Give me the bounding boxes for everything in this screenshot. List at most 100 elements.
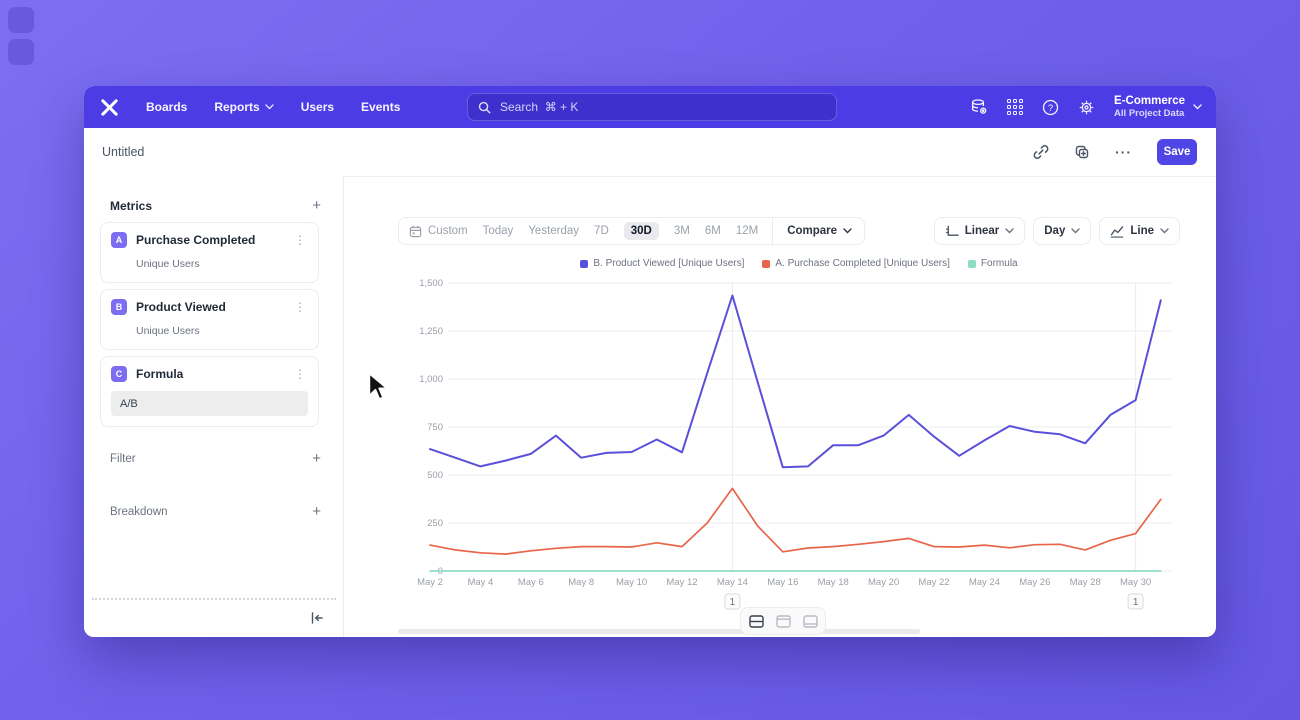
metric-card-header: C Formula ⋮ (111, 366, 308, 382)
project-name: E-Commerce (1114, 95, 1185, 107)
sidebar-section-breakdown: Breakdown + (110, 503, 321, 520)
x-tick-label: May 30 (1120, 577, 1151, 588)
svg-text:1: 1 (1133, 597, 1139, 608)
nav-tab-label: Users (300, 100, 335, 114)
linear-dropdown[interactable]: Linear (933, 217, 1026, 245)
metric-name: Formula (136, 367, 184, 381)
save-button[interactable]: Save (1157, 139, 1197, 165)
background-tile (8, 7, 34, 33)
add-breakdown-button[interactable]: + (312, 503, 321, 520)
settings-gear-icon[interactable] (1078, 99, 1095, 116)
date-range-today[interactable]: Today (483, 225, 514, 237)
date-range-label: 7D (594, 225, 609, 237)
legend-item[interactable]: Formula (967, 258, 1018, 269)
x-tick-label: May 4 (467, 577, 493, 588)
project-subtitle: All Project Data (1114, 108, 1185, 119)
horizontal-scrollbar[interactable] (398, 629, 920, 634)
split-view-button[interactable] (744, 611, 768, 631)
date-range-bar: Custom Today Yesterday 7D 30D 3M 6M 12M Compare (398, 217, 866, 245)
chart-area: 0 250 500 750 1,000 1,250 1,500 May 2 May 4 May 6… (404, 276, 1194, 615)
data-management-icon[interactable] (970, 98, 988, 116)
kebab-menu-icon[interactable]: ⋮ (294, 300, 306, 314)
date-range-30d[interactable]: 30D (623, 222, 659, 240)
metric-subtitle: Unique Users (136, 258, 200, 270)
metric-list: A Purchase Completed ⋮ Unique Users B Product… (100, 222, 319, 427)
apps-grid-icon[interactable] (1007, 99, 1024, 115)
more-icon[interactable]: ··· (1115, 144, 1132, 160)
collapse-sidebar-icon[interactable] (309, 610, 325, 626)
axis-scale-icon (945, 225, 959, 236)
app-window: Boards Reports Users Events ? (84, 86, 1216, 637)
metric-card-product-viewed[interactable]: B Product Viewed ⋮ Unique Users (100, 289, 319, 350)
dropdown-label: Day (1044, 225, 1066, 237)
kebab-menu-icon[interactable]: ⋮ (294, 233, 306, 247)
x-tick-label: May 16 (767, 577, 798, 588)
date-range-3m[interactable]: 3M (674, 225, 690, 237)
x-tick-label: May 28 (1070, 577, 1101, 588)
add-filter-button[interactable]: + (312, 450, 321, 467)
plain-view-icon (802, 614, 818, 628)
metric-name: Product Viewed (136, 300, 226, 314)
legend-label: Formula (980, 258, 1018, 269)
date-range-yesterday[interactable]: Yesterday (528, 225, 579, 237)
help-icon[interactable]: ? (1042, 99, 1059, 116)
date-range-group: Custom Today Yesterday 7D 30D 3M 6M 12M (409, 222, 758, 240)
search-bar[interactable] (467, 93, 837, 121)
background-tile (8, 39, 34, 65)
line-dropdown[interactable]: Line (1099, 217, 1180, 245)
link-icon[interactable] (1033, 144, 1049, 160)
svg-text:?: ? (1048, 103, 1053, 114)
chart-legend: B. Product Viewed [Unique Users] A. Purch… (404, 258, 1194, 269)
nav-tab-label: Events (361, 100, 401, 114)
chevron-down-icon (1160, 228, 1169, 234)
formula-input[interactable]: A/B (111, 391, 308, 416)
metric-badge: A (111, 232, 127, 248)
report-title-bar: Untitled ··· Save (84, 128, 1216, 177)
nav-tab-users[interactable]: Users (301, 100, 334, 114)
kebab-menu-icon[interactable]: ⋮ (294, 367, 306, 381)
x-tick-label: May 26 (1019, 577, 1050, 588)
project-selector[interactable]: E-Commerce All Project Data (1114, 95, 1202, 119)
date-range-custom[interactable]: Custom (409, 225, 468, 238)
metric-name: Purchase Completed (136, 233, 256, 247)
date-range-label: Yesterday (528, 225, 580, 237)
legend-label: A. Purchase Completed [Unique Users] (775, 258, 950, 269)
legend-item[interactable]: B. Product Viewed [Unique Users] (580, 258, 744, 269)
nav-tabs: Boards Reports Users Events (146, 100, 400, 114)
section-label: Filter (110, 453, 136, 465)
annotation-badge[interactable]: 1 (724, 593, 741, 610)
report-title[interactable]: Untitled (102, 145, 145, 159)
date-range-12m[interactable]: 12M (736, 225, 758, 237)
top-bar-view-button[interactable] (771, 611, 795, 631)
metric-badge: C (111, 366, 127, 382)
duplicate-icon[interactable] (1074, 144, 1090, 160)
mixpanel-logo-icon[interactable] (99, 97, 120, 118)
series-line-a-purchase-completed-unique-users-[interactable] (429, 487, 1162, 555)
add-metric-button[interactable]: + (312, 197, 321, 214)
metric-badge: B (111, 299, 127, 315)
date-range-7d[interactable]: 7D (594, 225, 609, 237)
nav-tab-events[interactable]: Events (361, 100, 400, 114)
compare-dropdown[interactable]: Compare (779, 225, 860, 237)
nav-tab-label: Boards (146, 100, 188, 114)
nav-tab-reports[interactable]: Reports (214, 100, 274, 114)
legend-item[interactable]: A. Purchase Completed [Unique Users] (762, 258, 950, 269)
split-view-icon (748, 614, 764, 628)
series-line-b-product-viewed-unique-users-[interactable] (429, 294, 1162, 469)
plain-view-button[interactable] (798, 611, 822, 631)
legend-swatch (762, 259, 771, 268)
metric-card-header: B Product Viewed ⋮ (111, 299, 308, 315)
annotation-badge[interactable]: 1 (1127, 593, 1144, 610)
nav-tab-label: Reports (214, 100, 260, 114)
x-tick-label: May 8 (568, 577, 594, 588)
metric-card-purchase-completed[interactable]: A Purchase Completed ⋮ Unique Users (100, 222, 319, 283)
date-range-label: 3M (673, 225, 690, 237)
date-range-label: 6M (704, 225, 721, 237)
date-range-6m[interactable]: 6M (705, 225, 721, 237)
day-dropdown[interactable]: Day (1033, 217, 1092, 245)
search-input[interactable] (498, 99, 826, 115)
metric-card-formula[interactable]: C Formula ⋮ A/B (100, 356, 319, 427)
y-tick-label: 500 (427, 470, 443, 481)
nav-tab-boards[interactable]: Boards (146, 100, 187, 114)
